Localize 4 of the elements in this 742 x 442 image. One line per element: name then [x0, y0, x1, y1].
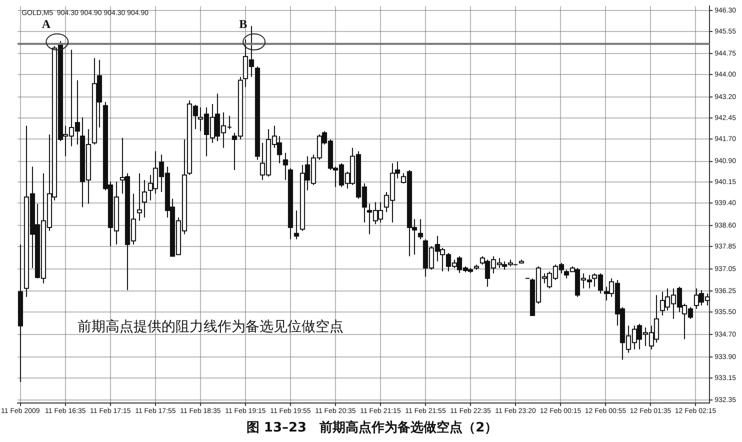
text: 图 13–23 前期高点作为备选做空点（2）	[246, 420, 498, 436]
annotation: A	[42, 16, 51, 31]
annotation: B	[239, 16, 248, 31]
annotation: 前期高点提供的阻力线作为备选见位做空点	[78, 319, 344, 336]
